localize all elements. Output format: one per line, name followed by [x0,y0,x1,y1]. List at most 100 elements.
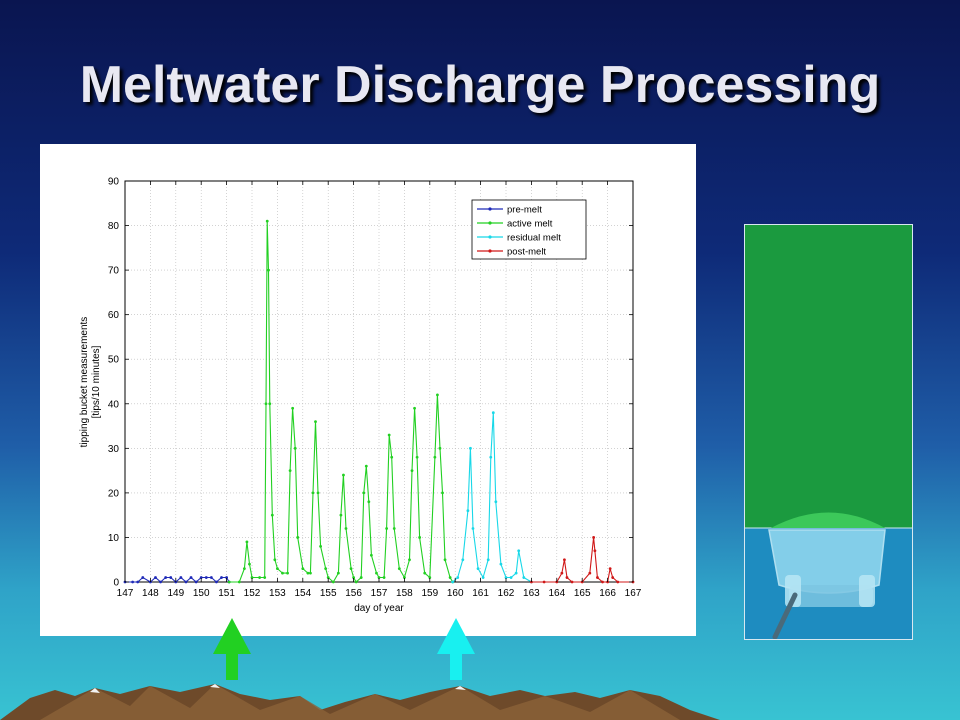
tipping-bucket-icon [768,529,886,639]
data-point [387,433,391,437]
y-tick-label: 0 [113,578,119,589]
x-tick-label: 165 [574,588,591,599]
y-tick-label: 30 [108,444,120,455]
data-point [382,576,386,579]
mountain-silhouette [0,684,720,720]
data-point [141,576,145,579]
x-tick-label: 150 [193,588,210,599]
x-tick-label: 156 [345,588,362,599]
data-point [273,558,277,562]
data-point [390,455,394,459]
data-point [324,567,328,571]
data-point [471,527,475,530]
data-point [413,406,416,410]
data-point [276,567,279,571]
discharge-chart: 147 148 149 150 151 152 153 154 155 156 157 158 159 1… [79,177,642,615]
data-point [209,576,213,579]
data-point [309,571,312,575]
data-point [159,580,162,584]
melt-overflow-shape [771,512,885,528]
data-point [499,562,503,566]
data-point [319,544,322,548]
data-point [331,580,335,584]
chart-panel: 147 148 149 150 151 152 153 154 155 156 157 158 159 1… [40,144,696,636]
data-point [392,527,396,530]
data-point [397,567,401,571]
x-tick-label: 161 [472,588,489,599]
data-point [443,558,447,562]
data-point [466,509,470,513]
data-point [476,567,480,571]
data-point [593,549,597,553]
data-point [403,576,406,579]
x-tick-label: 153 [269,588,286,599]
data-point [364,464,368,468]
chart-legend: pre-melt active melt residual melt post-mel… [471,199,587,260]
y-tick-label: 80 [108,221,120,232]
data-point [267,268,270,272]
data-point [415,455,419,459]
x-tick-label: 151 [218,588,235,599]
data-point [456,576,460,579]
data-point [270,513,274,517]
data-point [560,571,564,575]
data-point [336,571,340,575]
data-point [179,576,183,579]
data-point [367,500,371,504]
data-point [342,473,345,477]
x-tick-label: 154 [294,588,311,599]
active-melt-arrow [212,618,252,685]
data-point [189,576,193,579]
legend-marker [488,249,492,253]
data-point [588,571,592,575]
data-point [601,580,604,584]
y-tick-label: 10 [108,533,120,544]
legend-marker [488,207,492,211]
data-point [408,558,411,562]
y-tick-label: 90 [108,177,120,188]
legend-label: residual melt [507,233,561,244]
series-line [125,576,230,583]
data-point [433,455,437,459]
x-tick-label: 152 [244,588,261,599]
data-point [291,406,295,410]
series-line [229,221,454,583]
series-line [531,537,633,583]
data-point [608,567,612,571]
data-point [136,580,140,584]
data-point [362,491,366,495]
data-point [352,576,355,579]
data-point [542,580,546,584]
data-point [423,571,427,575]
data-point [563,558,566,562]
data-point [227,580,231,584]
data-point [369,553,373,557]
melt-volume-block [745,225,912,528]
data-point [164,576,168,579]
data-point [154,576,157,579]
legend-label: pre-melt [507,205,542,216]
data-point [461,558,465,562]
data-point [288,469,292,473]
legend-marker [488,235,492,239]
x-tick-label: 159 [421,588,438,599]
legend-marker [488,221,492,225]
data-point [194,580,198,584]
data-point [258,576,262,579]
x-tick-label: 147 [117,588,134,599]
data-point [436,393,439,397]
x-tick-label: 149 [167,588,184,599]
data-point [169,576,173,579]
data-point [517,549,521,553]
x-tick-label: 162 [498,588,515,599]
x-tick-label: 167 [625,588,642,599]
data-point [199,576,203,579]
x-tick-label: 155 [320,588,337,599]
data-point [344,527,348,530]
data-point [204,576,208,579]
x-tick-label: 148 [142,588,159,599]
data-point [611,576,615,579]
data-point [410,469,414,473]
data-point [215,580,218,584]
data-point [263,576,267,579]
